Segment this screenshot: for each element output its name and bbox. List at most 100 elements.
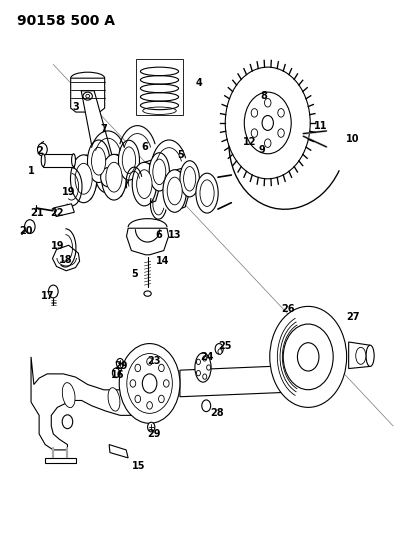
- Ellipse shape: [106, 163, 122, 192]
- Circle shape: [96, 161, 120, 193]
- Text: 2: 2: [36, 146, 43, 156]
- Circle shape: [251, 109, 257, 117]
- Text: 6: 6: [141, 142, 147, 152]
- Circle shape: [100, 167, 115, 187]
- Text: 16: 16: [111, 370, 124, 381]
- Circle shape: [116, 359, 124, 368]
- Circle shape: [297, 343, 318, 371]
- Circle shape: [196, 359, 200, 365]
- Text: 17: 17: [40, 290, 54, 301]
- Text: 8: 8: [260, 91, 266, 101]
- Ellipse shape: [200, 180, 213, 206]
- Circle shape: [37, 143, 47, 156]
- Text: 20: 20: [19, 226, 32, 236]
- Ellipse shape: [41, 154, 45, 166]
- Polygon shape: [70, 78, 104, 112]
- Polygon shape: [142, 160, 163, 164]
- Polygon shape: [81, 91, 118, 177]
- Polygon shape: [172, 168, 193, 172]
- Circle shape: [146, 402, 152, 409]
- Ellipse shape: [132, 163, 156, 206]
- Ellipse shape: [118, 140, 139, 180]
- Polygon shape: [348, 342, 369, 368]
- Ellipse shape: [71, 154, 75, 166]
- Circle shape: [130, 379, 135, 387]
- Circle shape: [62, 415, 72, 429]
- Circle shape: [126, 353, 172, 414]
- Text: 15: 15: [131, 461, 145, 471]
- Ellipse shape: [152, 159, 165, 184]
- Text: 9: 9: [258, 144, 264, 155]
- Text: 24: 24: [200, 352, 213, 362]
- Text: 25: 25: [218, 341, 231, 351]
- Circle shape: [196, 370, 200, 376]
- Ellipse shape: [122, 147, 135, 173]
- Ellipse shape: [183, 166, 195, 191]
- Circle shape: [146, 358, 152, 365]
- Ellipse shape: [75, 164, 92, 194]
- Polygon shape: [116, 155, 136, 175]
- Text: 4: 4: [195, 78, 202, 88]
- Text: 7: 7: [100, 124, 107, 134]
- Circle shape: [152, 384, 160, 395]
- Text: 29: 29: [147, 429, 161, 439]
- Circle shape: [217, 349, 222, 354]
- Text: 27: 27: [345, 312, 358, 322]
- Text: 1: 1: [28, 166, 34, 176]
- Text: 5: 5: [130, 270, 137, 279]
- Ellipse shape: [91, 148, 105, 175]
- Polygon shape: [146, 157, 166, 204]
- Ellipse shape: [136, 169, 151, 198]
- Circle shape: [163, 379, 169, 387]
- Circle shape: [134, 364, 140, 372]
- Ellipse shape: [194, 353, 211, 382]
- Ellipse shape: [87, 140, 109, 182]
- Text: 90158 500 A: 90158 500 A: [17, 14, 115, 28]
- Text: 11: 11: [313, 120, 326, 131]
- Circle shape: [283, 324, 333, 390]
- Polygon shape: [85, 155, 107, 177]
- Circle shape: [264, 99, 270, 107]
- Circle shape: [244, 92, 290, 154]
- Polygon shape: [43, 154, 73, 166]
- Polygon shape: [45, 458, 75, 463]
- Circle shape: [201, 400, 210, 411]
- Text: 18: 18: [58, 255, 72, 264]
- Ellipse shape: [196, 173, 217, 213]
- Text: 5: 5: [177, 150, 184, 160]
- Text: 22: 22: [50, 208, 63, 219]
- Circle shape: [158, 395, 164, 403]
- Text: 29: 29: [114, 361, 128, 372]
- Ellipse shape: [179, 161, 199, 197]
- Ellipse shape: [149, 153, 169, 191]
- Ellipse shape: [143, 291, 151, 296]
- Circle shape: [48, 285, 58, 298]
- Circle shape: [142, 374, 156, 393]
- Polygon shape: [31, 357, 175, 450]
- Polygon shape: [126, 228, 168, 255]
- Ellipse shape: [70, 155, 96, 203]
- Ellipse shape: [167, 177, 182, 205]
- Ellipse shape: [162, 169, 186, 212]
- Polygon shape: [179, 365, 307, 397]
- Circle shape: [112, 368, 119, 377]
- Text: 12: 12: [242, 136, 256, 147]
- Text: 13: 13: [168, 230, 181, 240]
- Ellipse shape: [108, 387, 119, 411]
- Circle shape: [277, 109, 284, 117]
- Circle shape: [158, 364, 164, 372]
- Circle shape: [264, 139, 270, 148]
- Polygon shape: [176, 165, 196, 210]
- Text: 10: 10: [345, 134, 358, 144]
- Circle shape: [147, 422, 154, 432]
- Text: 6: 6: [155, 230, 162, 240]
- Polygon shape: [53, 204, 74, 216]
- Circle shape: [202, 356, 206, 361]
- Text: 19: 19: [51, 241, 64, 251]
- Ellipse shape: [101, 155, 126, 200]
- Text: 14: 14: [156, 256, 169, 266]
- Circle shape: [202, 374, 206, 379]
- Circle shape: [262, 116, 273, 131]
- Circle shape: [25, 220, 35, 233]
- Circle shape: [251, 129, 257, 138]
